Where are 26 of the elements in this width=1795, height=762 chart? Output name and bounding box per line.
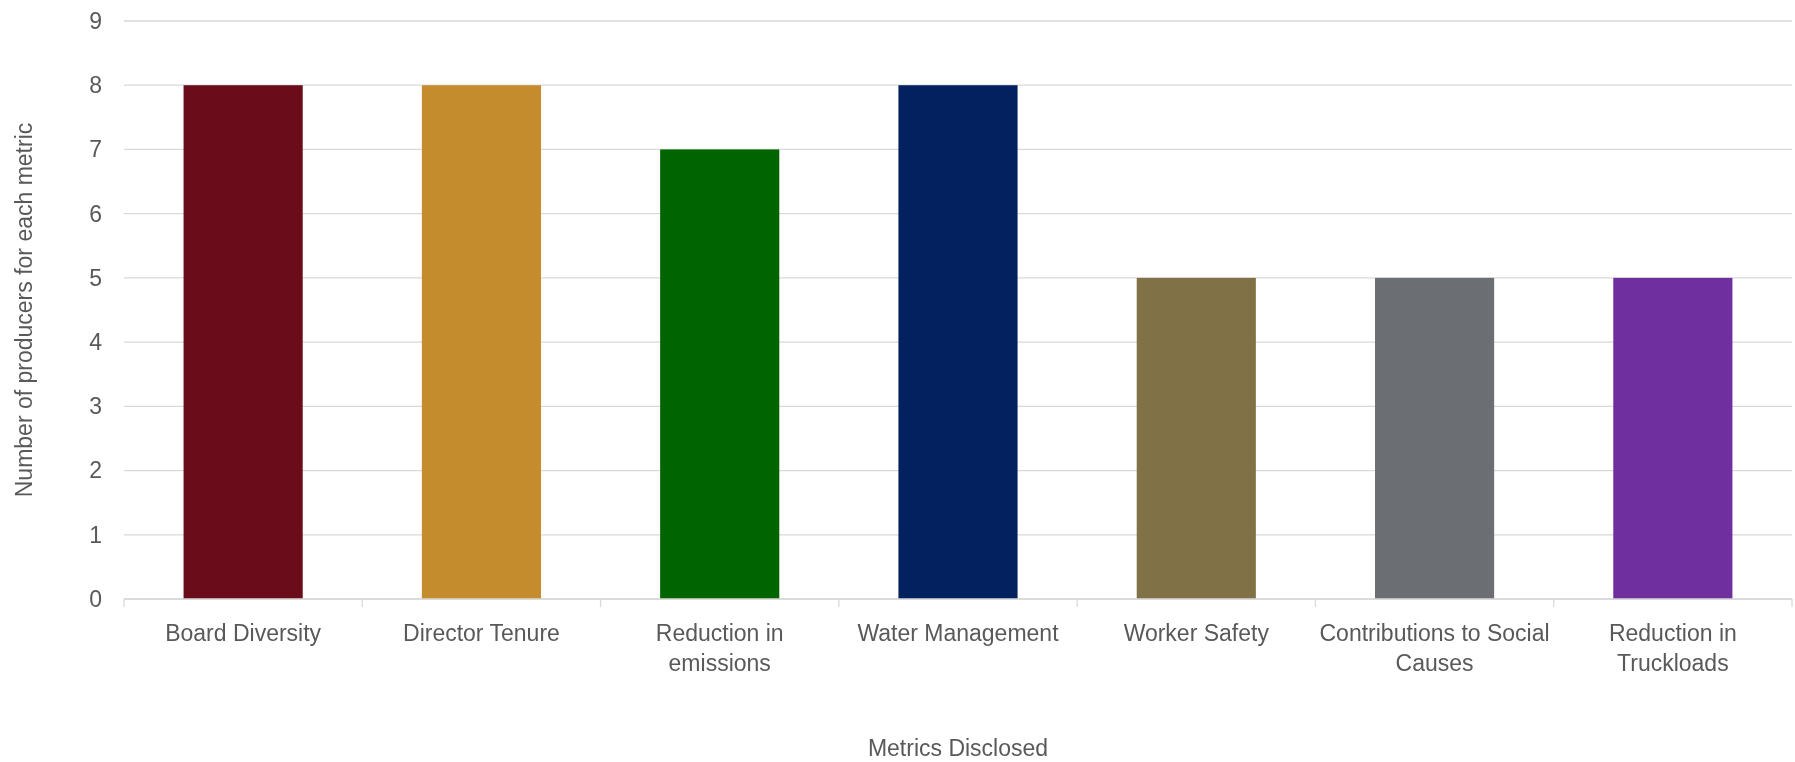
y-tick-label: 9 bbox=[89, 7, 102, 34]
bar bbox=[1375, 277, 1495, 599]
x-tick-label: Director Tenure bbox=[403, 620, 560, 646]
x-tick-label: Board Diversity bbox=[165, 620, 322, 646]
x-axis-title: Metrics Disclosed bbox=[867, 735, 1049, 761]
y-tick-label: 7 bbox=[89, 136, 102, 163]
x-tick-label: Worker Safety bbox=[1123, 620, 1270, 646]
x-tick-label: Reduction in Truckloads bbox=[1608, 620, 1737, 676]
x-tick-label: Contributions to Social Causes bbox=[1319, 620, 1550, 676]
y-tick-label: 8 bbox=[89, 72, 102, 99]
y-tick-label: 2 bbox=[89, 457, 102, 484]
bar bbox=[1613, 277, 1733, 599]
y-tick-label: 5 bbox=[89, 264, 102, 291]
bar bbox=[898, 85, 1018, 599]
x-tick-label: Water Management bbox=[857, 620, 1060, 646]
x-tick-label: Reduction in emissions bbox=[655, 620, 784, 676]
y-axis-title: Number of producers for each metric bbox=[11, 122, 37, 498]
bar bbox=[421, 85, 541, 599]
y-tick-label: 6 bbox=[89, 200, 102, 227]
bar bbox=[1136, 277, 1256, 599]
y-tick-label: 1 bbox=[89, 521, 102, 548]
y-tick-label: 4 bbox=[89, 328, 103, 355]
bar bbox=[183, 85, 303, 599]
y-tick-label: 0 bbox=[89, 585, 102, 612]
bar bbox=[660, 149, 780, 599]
y-tick-label: 3 bbox=[89, 393, 102, 420]
